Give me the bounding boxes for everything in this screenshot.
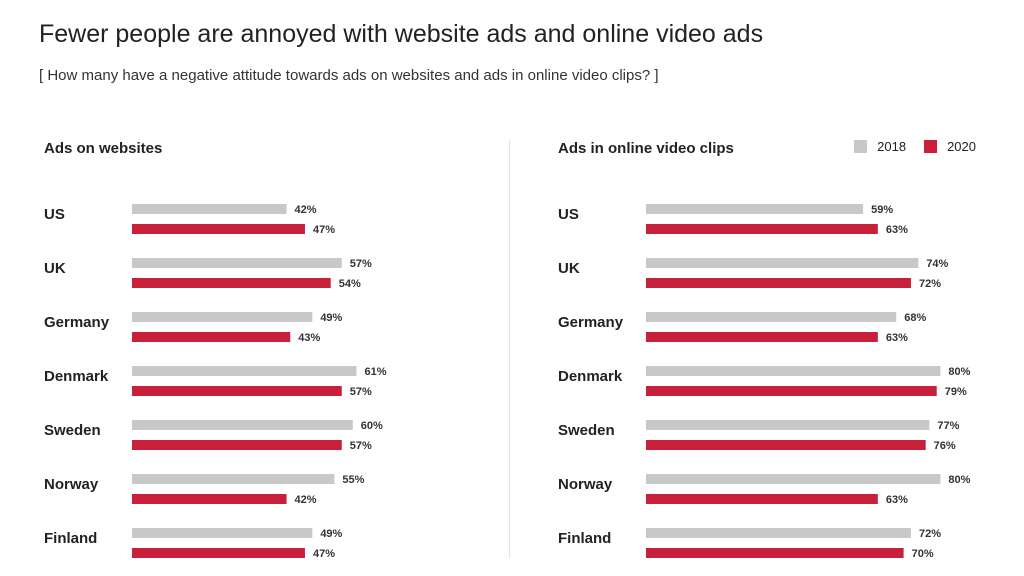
value-label-germany-2020: 63%	[886, 332, 908, 344]
bar-finland-2018	[132, 528, 313, 538]
value-label-finland-2020: 70%	[912, 548, 934, 560]
legend-item-2020: 2020	[924, 139, 976, 154]
legend-label-2018: 2018	[877, 139, 907, 154]
category-label-denmark: Denmark	[558, 368, 623, 385]
value-label-denmark-2020: 79%	[945, 386, 967, 398]
value-label-denmark-2020: 57%	[350, 386, 372, 398]
legend-swatch-2018	[854, 140, 868, 153]
bar-uk-2020	[646, 278, 911, 288]
category-label-sweden: Sweden	[44, 422, 101, 439]
value-label-germany-2018: 68%	[904, 312, 926, 324]
category-label-us: US	[44, 206, 65, 223]
value-label-us-2020: 63%	[886, 224, 908, 236]
chart-subtitle: [ How many have a negative attitude towa…	[39, 67, 659, 84]
category-label-norway: Norway	[44, 476, 99, 493]
bar-denmark-2018	[132, 366, 357, 376]
value-label-us-2020: 47%	[313, 224, 335, 236]
bar-finland-2020	[646, 548, 904, 558]
category-label-uk: UK	[44, 260, 66, 277]
bar-uk-2020	[132, 278, 331, 288]
bar-sweden-2020	[132, 440, 342, 450]
category-label-germany: Germany	[44, 314, 110, 331]
value-label-uk-2018: 57%	[350, 258, 372, 270]
bar-us-2020	[132, 224, 305, 234]
value-label-norway-2018: 55%	[342, 474, 364, 486]
panel-title-video: Ads in online video clips	[558, 140, 734, 157]
category-label-finland: Finland	[558, 530, 611, 547]
value-label-sweden-2018: 60%	[361, 420, 383, 432]
bar-uk-2018	[132, 258, 342, 268]
value-label-uk-2020: 54%	[339, 278, 361, 290]
value-label-finland-2018: 49%	[320, 528, 342, 540]
legend-item-2018: 2018	[854, 139, 906, 154]
bar-norway-2020	[646, 494, 878, 504]
bar-us-2018	[646, 204, 864, 214]
bar-denmark-2018	[646, 366, 941, 376]
bar-norway-2018	[132, 474, 335, 484]
bar-finland-2018	[646, 528, 911, 538]
value-label-finland-2020: 47%	[313, 548, 335, 560]
value-label-germany-2020: 43%	[298, 332, 320, 344]
category-label-finland: Finland	[44, 530, 97, 547]
chart-title: Fewer people are annoyed with website ad…	[39, 20, 764, 48]
panel-divider	[509, 140, 510, 558]
value-label-denmark-2018: 61%	[364, 366, 386, 378]
bar-norway-2020	[132, 494, 287, 504]
category-label-germany: Germany	[558, 314, 624, 331]
bar-us-2018	[132, 204, 287, 214]
bar-us-2020	[646, 224, 878, 234]
bar-germany-2018	[132, 312, 313, 322]
value-label-uk-2020: 72%	[919, 278, 941, 290]
bar-denmark-2020	[646, 386, 937, 396]
category-label-norway: Norway	[558, 476, 613, 493]
value-label-sweden-2020: 57%	[350, 440, 372, 452]
category-label-sweden: Sweden	[558, 422, 615, 439]
value-label-norway-2020: 42%	[295, 494, 317, 506]
bar-germany-2020	[646, 332, 878, 342]
bar-finland-2020	[132, 548, 305, 558]
value-label-finland-2018: 72%	[919, 528, 941, 540]
bar-sweden-2018	[132, 420, 353, 430]
category-label-uk: UK	[558, 260, 580, 277]
bar-sweden-2020	[646, 440, 926, 450]
bar-germany-2020	[132, 332, 291, 342]
bar-germany-2018	[646, 312, 897, 322]
bar-norway-2018	[646, 474, 941, 484]
bar-sweden-2018	[646, 420, 930, 430]
value-label-norway-2018: 80%	[948, 474, 970, 486]
legend: 2018 2020	[836, 139, 976, 154]
value-label-sweden-2020: 76%	[934, 440, 956, 452]
value-label-germany-2018: 49%	[320, 312, 342, 324]
bar-denmark-2020	[132, 386, 342, 396]
value-label-us-2018: 42%	[295, 204, 317, 216]
legend-swatch-2020	[924, 140, 938, 153]
value-label-us-2018: 59%	[871, 204, 893, 216]
value-label-denmark-2018: 80%	[948, 366, 970, 378]
value-label-norway-2020: 63%	[886, 494, 908, 506]
panel-title-websites: Ads on websites	[44, 140, 163, 157]
value-label-uk-2018: 74%	[926, 258, 948, 270]
category-label-us: US	[558, 206, 579, 223]
value-label-sweden-2018: 77%	[937, 420, 959, 432]
bar-uk-2018	[646, 258, 919, 268]
legend-label-2020: 2020	[947, 139, 976, 154]
category-label-denmark: Denmark	[44, 368, 109, 385]
